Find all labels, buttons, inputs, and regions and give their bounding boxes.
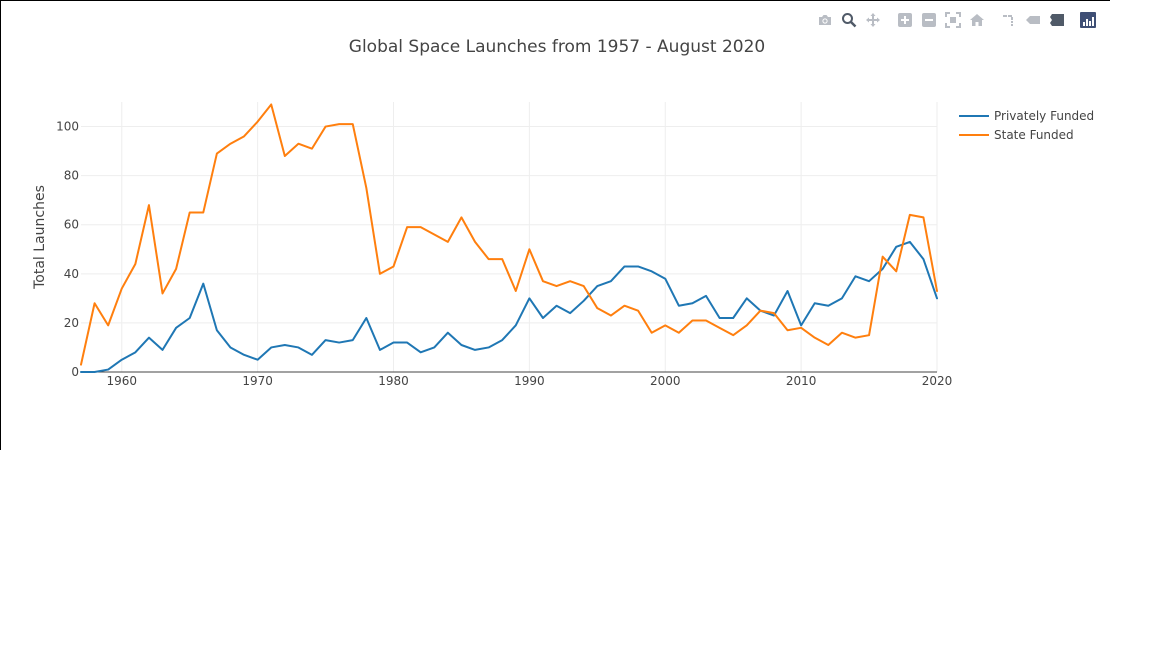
- modebar: [816, 11, 1096, 29]
- zoom-in-icon[interactable]: [896, 11, 914, 29]
- series-lines[interactable]: [80, 103, 938, 373]
- home-icon[interactable]: [968, 11, 986, 29]
- y-tick-label: 80: [64, 169, 79, 183]
- x-tick-label: 1970: [242, 374, 273, 388]
- plot-container: 0 20 40 60 80 100 1960 1970 1980 1990 2000 2010 202…: [0, 0, 1110, 450]
- series-line-privately-funded[interactable]: [80, 240, 938, 373]
- y-tick-label: 0: [71, 365, 79, 379]
- y-axis-ticks: 0 20 40 60 80 100: [56, 120, 79, 379]
- x-tick-label: 2010: [786, 374, 817, 388]
- y-tick-label: 60: [64, 218, 79, 232]
- legend[interactable]: Privately Funded State Funded: [959, 109, 1094, 142]
- grid-lines: [81, 102, 938, 372]
- autoscale-icon[interactable]: [944, 11, 962, 29]
- x-tick-label: 2020: [922, 374, 953, 388]
- x-tick-label: 1960: [106, 374, 137, 388]
- y-axis-title: Total Launches: [32, 185, 48, 290]
- hover-compare-icon[interactable]: [1048, 11, 1066, 29]
- plotly-logo-icon[interactable]: [1080, 12, 1096, 28]
- camera-icon[interactable]: [816, 11, 834, 29]
- pan-icon[interactable]: [864, 11, 882, 29]
- zoom-out-icon[interactable]: [920, 11, 938, 29]
- y-tick-label: 20: [64, 316, 79, 330]
- y-tick-label: 40: [64, 267, 79, 281]
- series-line-state-funded[interactable]: [80, 103, 938, 366]
- spike-lines-icon[interactable]: [1000, 11, 1018, 29]
- zoom-icon[interactable]: [840, 11, 858, 29]
- line-chart[interactable]: 0 20 40 60 80 100 1960 1970 1980 1990 2000 2010 202…: [1, 1, 1111, 451]
- x-tick-label: 1990: [514, 374, 545, 388]
- legend-item[interactable]: Privately Funded: [959, 109, 1094, 123]
- legend-label: State Funded: [994, 128, 1074, 142]
- legend-label: Privately Funded: [994, 109, 1094, 123]
- hover-closest-icon[interactable]: [1024, 11, 1042, 29]
- x-tick-label: 1980: [378, 374, 409, 388]
- legend-item[interactable]: State Funded: [959, 128, 1074, 142]
- y-tick-label: 100: [56, 120, 79, 134]
- x-axis-ticks: 1960 1970 1980 1990 2000 2010 2020: [106, 374, 952, 388]
- x-tick-label: 2000: [650, 374, 681, 388]
- chart-title: Global Space Launches from 1957 - August…: [349, 37, 765, 57]
